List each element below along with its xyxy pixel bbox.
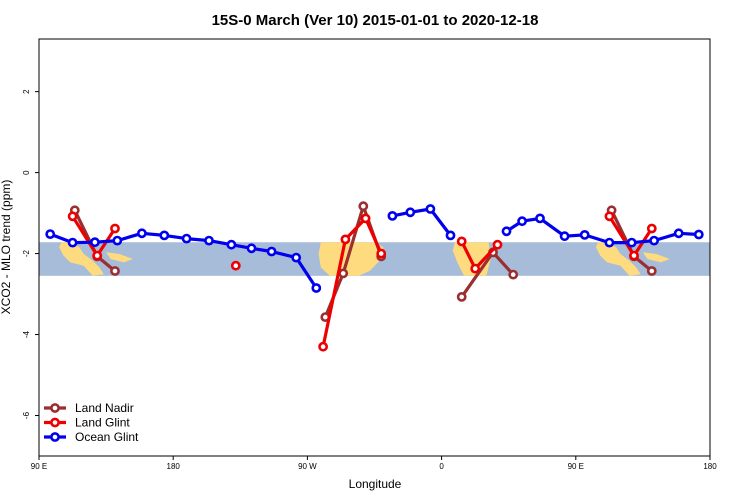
data-point (266, 246, 277, 257)
data-point (112, 235, 123, 246)
x-tick-label: 90 E (31, 462, 47, 471)
data-point (110, 266, 120, 276)
data-point (626, 237, 637, 248)
x-axis-label: Longitude (349, 477, 402, 491)
x-axis: 90 E 180 90 W 0 90 E 180 (31, 456, 717, 471)
data-point (604, 237, 615, 248)
data-point (358, 201, 369, 212)
y-axis-label: XCO2 - MLO trend (ppm) (0, 180, 13, 315)
data-point (445, 230, 456, 241)
y-tick-label: -6 (22, 411, 31, 419)
data-point (45, 229, 56, 239)
land-shape-south-america (318, 242, 384, 276)
legend-marker (50, 403, 60, 413)
data-point (226, 239, 237, 250)
data-point (646, 266, 657, 276)
land-shapes (59, 242, 670, 276)
data-point (360, 213, 371, 224)
data-point (456, 236, 467, 247)
legend-label: Ocean Glint (75, 430, 139, 444)
data-point (181, 233, 192, 244)
data-point (604, 211, 615, 222)
data-point (136, 228, 147, 239)
series-land-glint (67, 211, 657, 352)
plot-frame (38, 38, 711, 457)
data-point (67, 237, 78, 248)
legend-label: Land Glint (75, 416, 130, 430)
chart-title: 15S-0 March (Ver 10) 2015-01-01 to 2020-… (212, 12, 539, 29)
x-tick-label: 0 (439, 462, 444, 471)
data-point (291, 252, 302, 263)
data-point (535, 213, 545, 224)
land-shape-australia-1 (59, 242, 104, 276)
data-point (387, 210, 398, 221)
series-line (505, 216, 699, 245)
data-point (67, 211, 78, 222)
data-point (501, 226, 512, 237)
data-point (629, 250, 639, 261)
data-point (230, 260, 241, 271)
data-point (579, 229, 590, 240)
data-point (508, 269, 519, 280)
x-tick-label: 90 W (298, 462, 317, 471)
data-point (517, 216, 527, 227)
data-point (425, 204, 436, 214)
legend-label: Land Nadir (75, 401, 134, 415)
x-tick-label: 90 E (568, 462, 584, 471)
data-point (470, 263, 481, 274)
data-point (340, 234, 351, 245)
series-line (321, 216, 383, 348)
data-point (311, 283, 322, 293)
data-point (159, 230, 170, 241)
data-point (405, 207, 416, 218)
x-tick-label: 180 (703, 462, 717, 471)
data-point (693, 229, 704, 240)
y-tick-label: -2 (22, 249, 31, 257)
data-point (456, 291, 467, 302)
data-point (90, 237, 100, 248)
land-shape-islands-1 (106, 252, 133, 263)
series-layer (45, 201, 704, 352)
data-point (318, 341, 328, 352)
y-tick-label: -4 (22, 330, 31, 338)
map-band (39, 242, 710, 276)
data-point (646, 223, 657, 234)
y-tick-label: 0 (22, 170, 31, 175)
data-point (492, 239, 503, 250)
y-tick-label: 2 (22, 89, 31, 94)
x-tick-label: 180 (167, 462, 181, 471)
series-ocean-glint (45, 204, 704, 293)
data-point (110, 223, 120, 234)
data-point (204, 235, 214, 246)
legend-marker (50, 432, 60, 442)
land-shape-islands-2 (642, 252, 670, 263)
data-point (92, 250, 103, 261)
data-point (649, 235, 659, 246)
series-line (392, 207, 452, 237)
legend-marker (50, 417, 60, 428)
land-shape-australia-2 (595, 242, 641, 276)
y-axis: -6 -4 -2 0 2 (22, 89, 39, 419)
data-point (246, 243, 257, 254)
data-point (376, 248, 387, 259)
data-point (673, 228, 684, 239)
data-point (338, 268, 349, 279)
data-point (559, 231, 570, 242)
